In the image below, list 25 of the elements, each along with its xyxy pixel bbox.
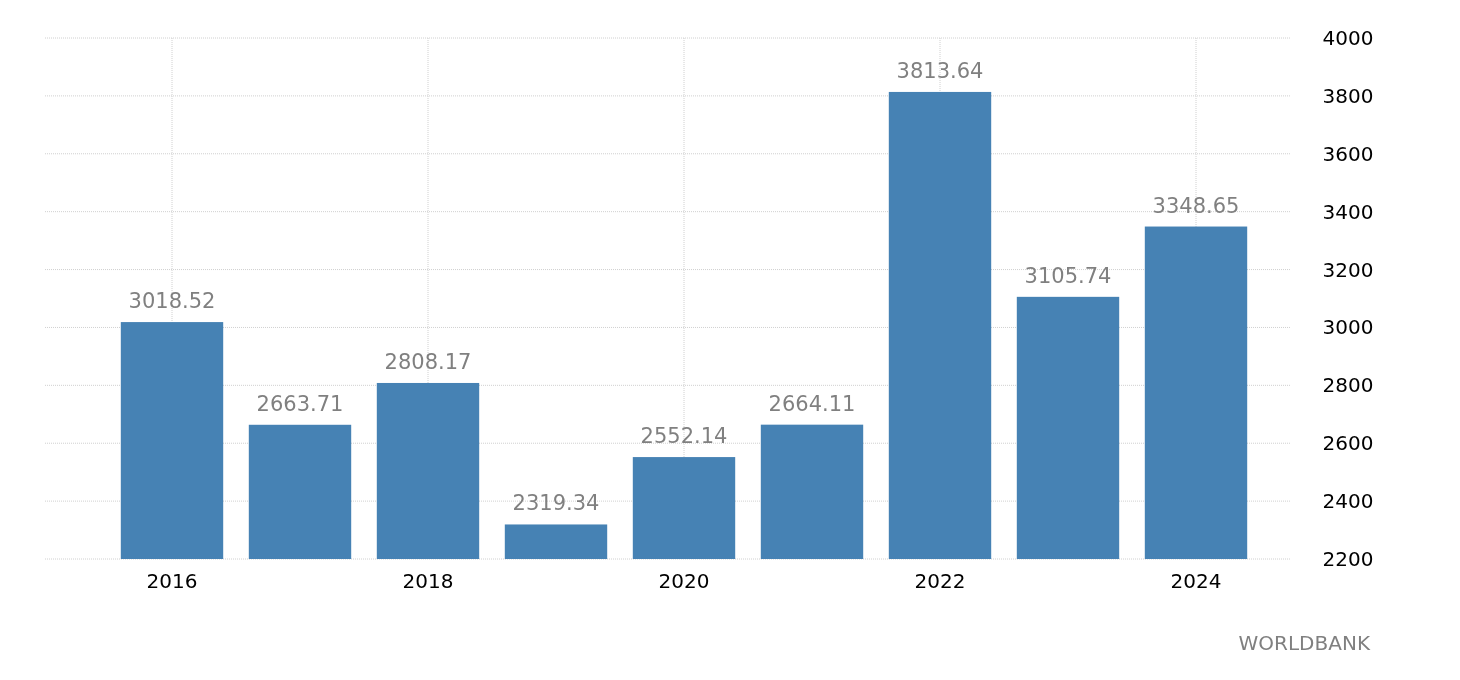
x-tick-label: 2016: [146, 569, 198, 593]
y-tick-label: 4000: [1322, 26, 1374, 50]
data-label: 2808.17: [384, 349, 472, 374]
y-tick-label: 2800: [1322, 373, 1374, 398]
y-tick-label: 3400: [1322, 199, 1374, 224]
x-tick-label: 2020: [658, 569, 710, 593]
x-tick-label: 2018: [402, 569, 454, 593]
data-label: 3348.65: [1152, 193, 1240, 218]
y-tick-label: 3800: [1322, 83, 1374, 108]
data-label: 3105.74: [1024, 263, 1112, 288]
data-label: 3018.52: [128, 289, 216, 314]
text: WORLDBANK: [1238, 631, 1371, 655]
y-tick-label: 2200: [1322, 547, 1374, 571]
y-tick-label: 3200: [1322, 257, 1374, 282]
data-label: 2319.34: [512, 491, 600, 516]
y-tick-label: 3000: [1322, 315, 1374, 340]
y-tick-label: 2600: [1322, 431, 1374, 456]
data-label: 2552.14: [640, 424, 728, 449]
y-tick-label: 3600: [1322, 141, 1374, 166]
data-label: 2663.71: [256, 391, 344, 416]
x-tick-label: 2024: [1170, 569, 1222, 593]
data-label: 2664.11: [768, 391, 856, 416]
y-tick-label: 2400: [1322, 489, 1374, 514]
data-label: 3813.64: [896, 58, 984, 83]
x-tick-label: 2022: [914, 569, 966, 593]
